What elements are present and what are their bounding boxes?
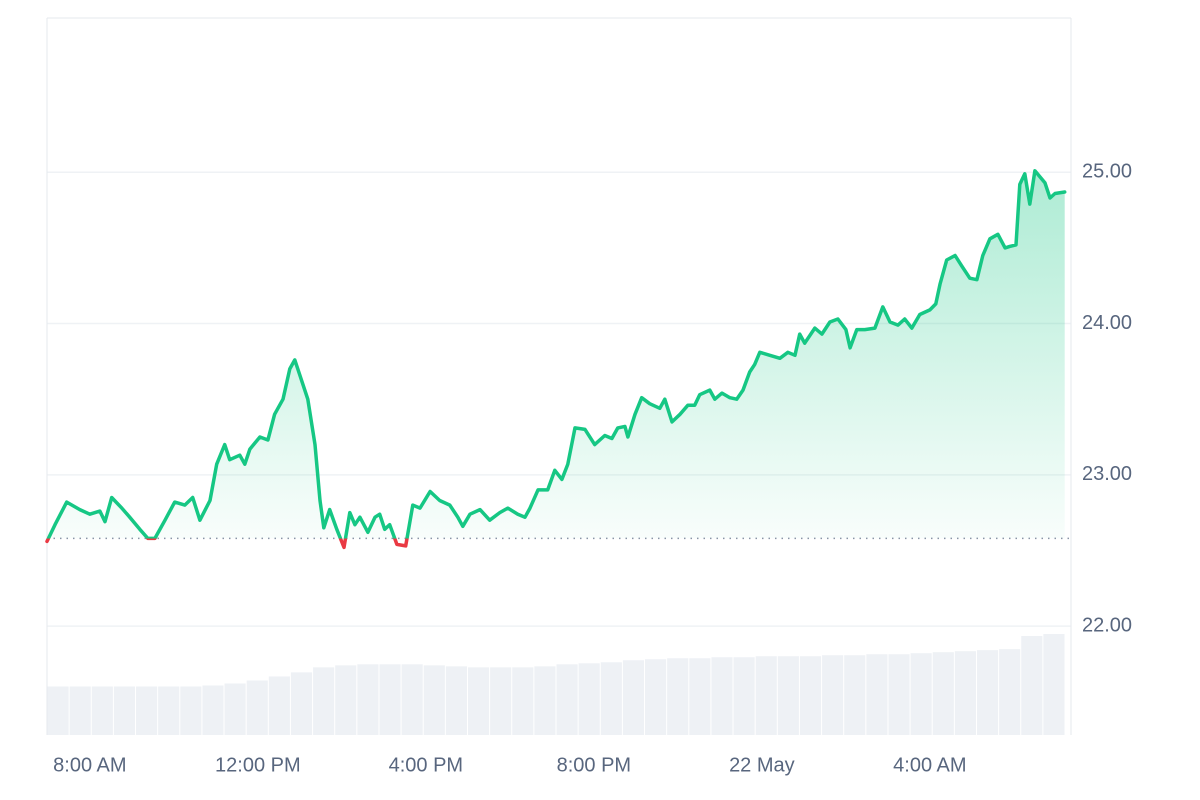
volume-bar [313,667,335,735]
volume-bar [113,686,136,735]
volume-bar [578,663,600,735]
volume-bar [290,672,313,735]
volume-bar [799,656,822,735]
volume-bar [91,686,113,735]
volume-bar [490,667,512,735]
volume-bar [999,649,1021,735]
volume-bar [556,664,578,735]
volume-bar [47,686,69,735]
volume-bar [246,680,268,735]
volume-bar [822,655,844,735]
area [47,170,1065,539]
volume-bar [954,651,976,735]
x-tick-label: 22 May [729,754,795,776]
volume-bar [689,658,711,735]
volume-bar [600,662,622,735]
x-tick-label: 12:00 PM [215,754,301,776]
volume-bar [467,667,490,735]
volume-bar [268,676,290,735]
volume-bar [844,655,866,735]
x-tick-label: 8:00 PM [557,754,631,776]
volume-bar [357,664,379,735]
y-tick-label: 24.00 [1082,312,1132,334]
volume-bar [202,685,224,735]
volume-bar [645,659,667,735]
y-tick-label: 25.00 [1082,161,1132,183]
volume-bar [888,654,910,735]
y-tick-label: 23.00 [1082,463,1132,485]
price-line [45,169,1067,550]
volume-bar [711,657,733,735]
volume-bar [866,654,888,735]
volume-layer [47,634,1065,735]
x-tick-label: 4:00 AM [893,754,966,776]
volume-bar [755,656,777,735]
volume-bar [534,666,556,735]
volume-bar [733,657,755,735]
x-tick-label: 8:00 AM [53,754,126,776]
volume-bar [224,683,246,735]
volume-bar [136,686,158,735]
volume-bar [401,664,423,735]
volume-bar [423,665,445,735]
volume-bar [622,660,645,735]
volume-bar [180,686,202,735]
volume-bar [1021,636,1043,735]
volume-bar [932,652,954,735]
volume-bar [379,664,401,735]
volume-bar [335,665,357,735]
volume-bar [1043,634,1065,735]
volume-bar [512,667,534,735]
x-tick-label: 4:00 PM [389,754,463,776]
y-tick-label: 22.00 [1082,614,1132,636]
volume-bar [667,658,689,735]
volume-bar [158,686,180,735]
volume-bar [69,686,91,735]
plot-layer [45,169,1071,550]
volume-bar [445,666,467,735]
volume-bar [910,653,932,735]
volume-bar [976,650,999,735]
volume-bar [777,656,799,735]
